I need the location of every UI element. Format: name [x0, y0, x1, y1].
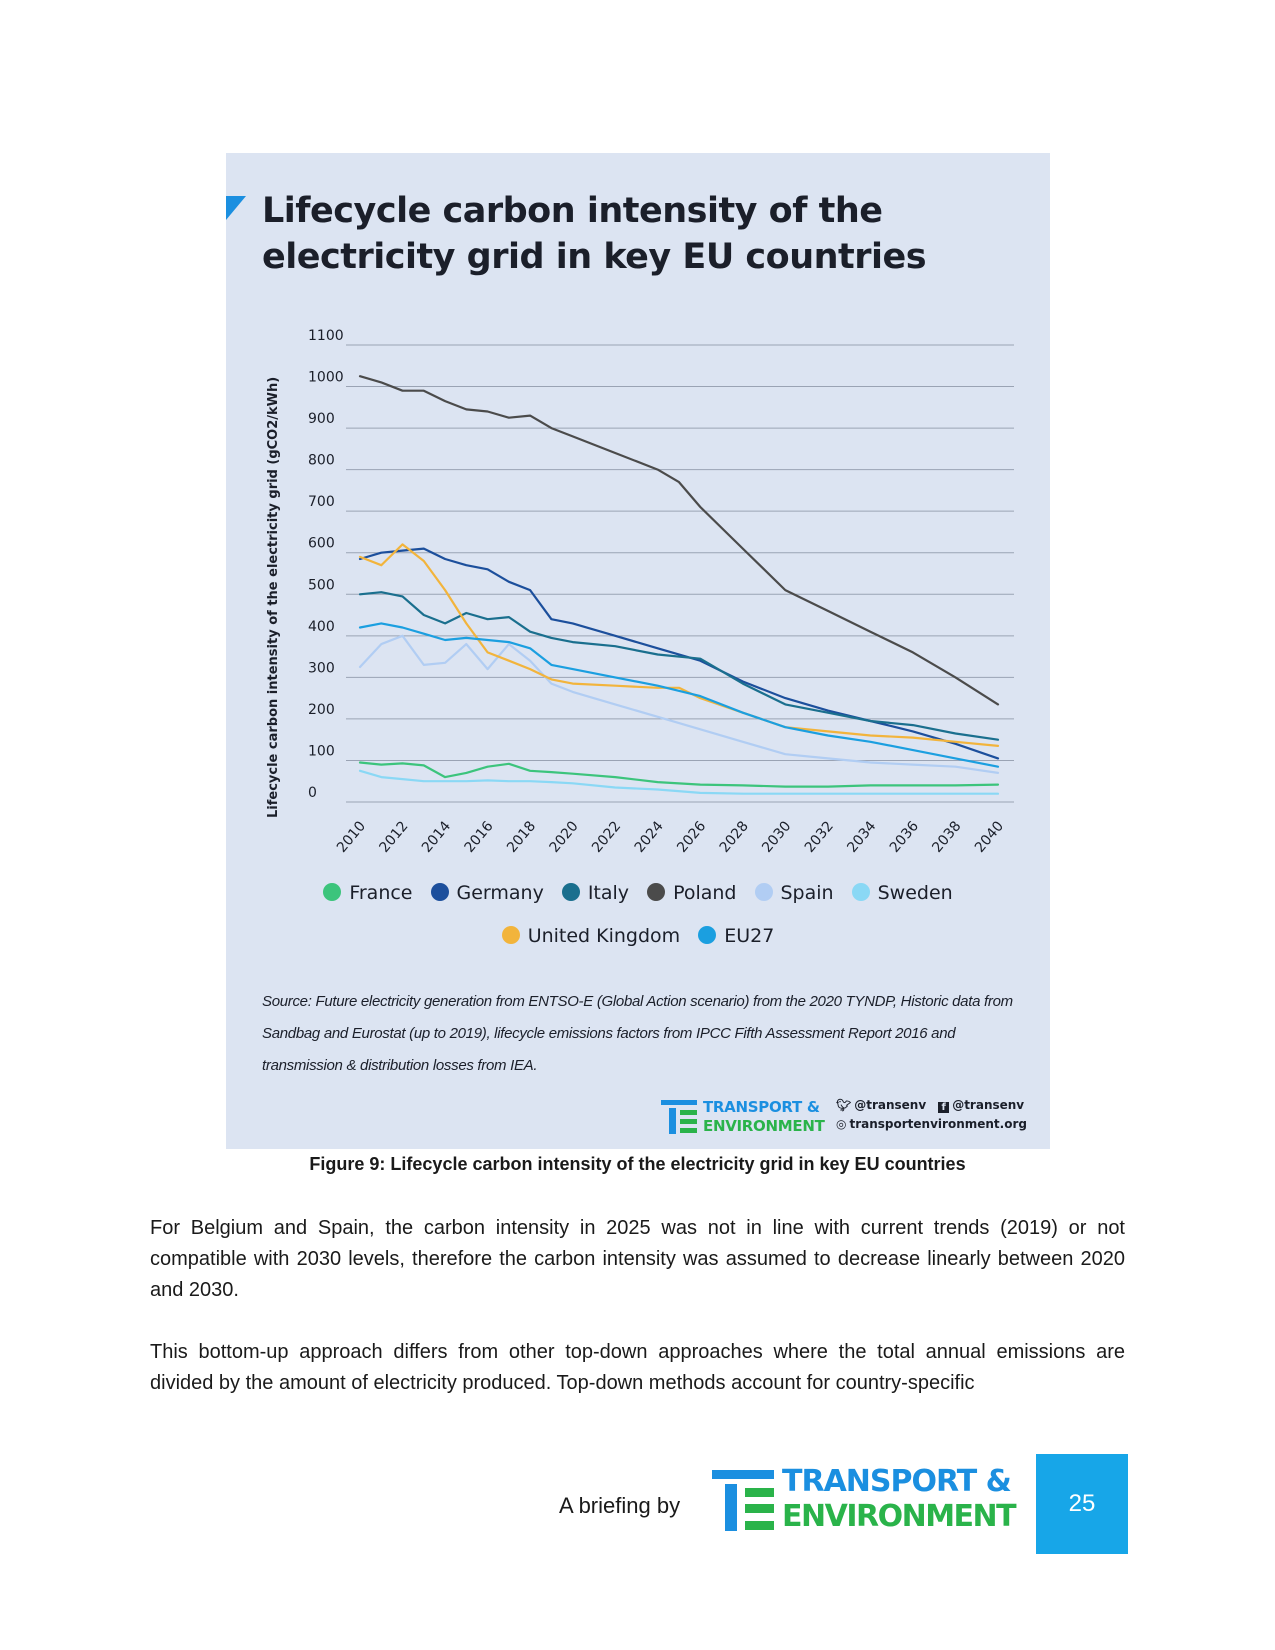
x-tick-label: 2028 [717, 818, 752, 853]
y-tick-label: 0 [308, 785, 317, 801]
y-tick-label: 200 [308, 702, 335, 718]
x-tick-label: 2020 [547, 818, 582, 853]
x-tick-label: 2040 [972, 818, 1007, 853]
y-tick-label: 800 [308, 453, 335, 469]
legend-item: Italy [561, 882, 630, 904]
x-tick-label: 2032 [802, 818, 837, 853]
x-tick-label: 2014 [419, 818, 454, 853]
y-tick-label: 500 [308, 577, 335, 593]
y-tick-label: 400 [308, 619, 335, 635]
body-paragraph-1: For Belgium and Spain, the carbon intens… [150, 1217, 1125, 1301]
y-tick-labels: 0 100 200 300 400 500 600 700 800 900 1000 1100 [308, 328, 344, 801]
x-tick-label: 2036 [887, 818, 922, 853]
series-line-spain [358, 634, 1000, 775]
briefing-by-text: A briefing by [559, 1493, 681, 1518]
x-tick-label: 2012 [376, 818, 411, 853]
x-tick-labels: 2010 2012 2014 2016 2018 2020 2022 2024 2026 2028… [334, 818, 1007, 853]
legend-swatch [501, 926, 520, 944]
footer-logo: TRANSPORT & ENVIRONMENT [712, 1464, 1042, 1534]
series-line-united-kingdom [358, 543, 1000, 748]
legend-swatch [698, 926, 717, 944]
legend-label: Italy [587, 882, 630, 904]
twitter-icon: 🐦︎ [836, 1098, 852, 1112]
y-tick-label: 600 [308, 536, 335, 552]
chart-series [358, 375, 1000, 795]
x-tick-label: 2034 [844, 818, 879, 853]
legend-swatch [754, 883, 773, 901]
legend-label: France [349, 882, 413, 904]
footer-logo-line2: ENVIRONMENT [782, 1499, 1017, 1534]
legend-item: Spain [754, 882, 834, 904]
y-tick-label: 300 [308, 660, 335, 676]
x-tick-label: 2016 [461, 818, 496, 853]
te-logo-icon [712, 1470, 774, 1532]
figure-title: Lifecycle carbon intensity of the electr… [262, 191, 927, 277]
twitter-handle: @transenv [854, 1098, 927, 1112]
series-line-eu27 [358, 622, 1000, 768]
facebook-handle: @transenv [952, 1098, 1025, 1112]
legend-swatch [430, 883, 449, 901]
figure-source: Source: Future electricity generation fr… [262, 993, 1013, 1074]
x-tick-label: 2022 [589, 818, 624, 853]
legend-item: EU27 [698, 925, 774, 947]
legend-label: EU27 [724, 925, 775, 947]
legend-label: Sweden [877, 882, 953, 904]
y-tick-label: 100 [308, 743, 335, 759]
legend-item: France [323, 882, 413, 904]
y-tick-label: 900 [308, 411, 335, 427]
x-tick-label: 2026 [674, 818, 709, 853]
legend-label: Spain [780, 882, 834, 904]
legend-swatch [561, 883, 580, 901]
legend-item: Germany [430, 882, 544, 904]
figure-logo-line1: TRANSPORT & [703, 1098, 820, 1116]
legend-row-1: France Germany Italy Poland Spain Sweden [226, 882, 1050, 904]
legend-label: Poland [673, 882, 737, 904]
series-line-france [358, 761, 1000, 788]
legend-swatch [851, 883, 870, 901]
figure-logo: TRANSPORT & ENVIRONMENT [661, 1098, 825, 1135]
page-number-box: 25 [1036, 1454, 1128, 1554]
y-tick-label: 1100 [308, 328, 344, 344]
website-link[interactable]: transportenvironment.org [849, 1117, 1027, 1131]
legend-swatch [323, 883, 342, 901]
y-tick-label: 1000 [308, 370, 344, 386]
footer-logo-line1: TRANSPORT & [782, 1464, 1012, 1499]
globe-icon: ◎ [836, 1117, 847, 1131]
series-line-poland [358, 375, 1000, 706]
title-marker-icon [226, 196, 246, 220]
legend-item: Poland [647, 882, 737, 904]
y-tick-label: 700 [308, 494, 335, 510]
facebook-icon: f [938, 1102, 950, 1113]
series-line-italy [358, 591, 1000, 741]
body-paragraph-2: This bottom-up approach differs from oth… [150, 1341, 1125, 1394]
figure-caption: Figure 9: Lifecycle carbon intensity of … [309, 1154, 966, 1174]
series-line-sweden [358, 769, 1000, 795]
chart-gridlines [346, 344, 1014, 803]
legend-item: United Kingdom [501, 925, 681, 947]
social-links: 🐦︎ @transenv f @transenv ◎ transportenvironm… [836, 1098, 1036, 1136]
figure-logo-line2: ENVIRONMENT [703, 1117, 825, 1135]
legend-label: Germany [456, 882, 544, 904]
x-tick-label: 2038 [929, 818, 964, 853]
legend-item: Sweden [851, 882, 953, 904]
te-logo-icon [661, 1100, 697, 1134]
line-chart: 0 100 200 300 400 500 600 700 800 900 1000 1100 201… [308, 328, 1014, 853]
legend-row-2: United Kingdom EU27 [226, 925, 1050, 947]
page-number: 25 [1068, 1490, 1096, 1517]
x-tick-label: 2030 [759, 818, 794, 853]
x-tick-label: 2018 [504, 818, 539, 853]
x-tick-label: 2010 [334, 818, 369, 853]
legend-swatch [647, 883, 666, 901]
x-tick-label: 2024 [632, 818, 667, 853]
legend-label: United Kingdom [527, 925, 681, 947]
